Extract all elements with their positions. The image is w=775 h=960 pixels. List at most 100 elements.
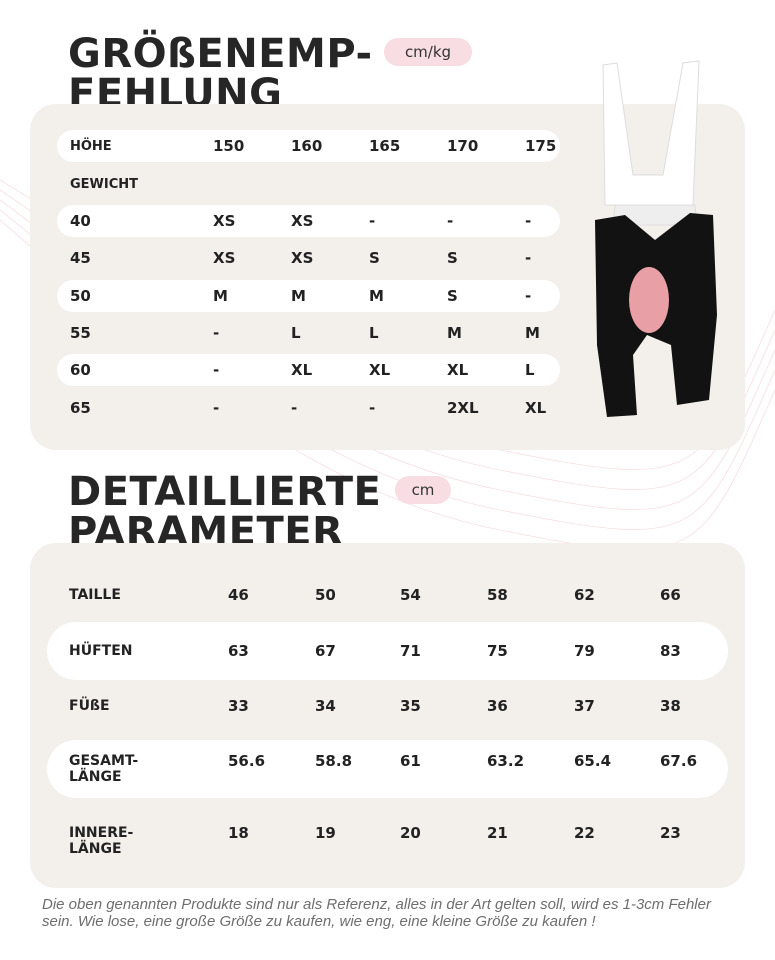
parameter-label: FÜßE [69,698,110,714]
weight-value: 55 [70,323,91,342]
parameter-value: 18 [228,824,249,842]
size-value: - [213,361,220,380]
parameters-panel: TAILLE 46 50 54 58 62 66 HÜFTEN 63 67 71 75 79 83 FÜßE… [30,543,745,888]
size-value: XS [213,249,236,268]
recommendation-title-line1: GRÖßENEMP- [68,31,373,77]
weight-header-row: GEWICHT [57,168,560,200]
parameter-row: FÜßE 33 34 35 36 37 38 [47,677,728,735]
parameter-value: 34 [315,697,336,715]
size-value: XL [447,361,469,380]
parameter-value: 58.8 [315,752,353,770]
size-value: - [213,398,220,417]
size-value: M [447,323,462,342]
parameter-row: TAILLE 46 50 54 58 62 66 [47,566,728,624]
parameter-value: 79 [574,642,595,660]
height-value: 175 [525,137,557,155]
parameter-label: HÜFTEN [69,643,133,659]
weight-row: 50 M M M S - [57,279,560,312]
parameter-label: INNERE- LÄNGE [69,825,134,857]
parameter-value: 67 [315,642,336,660]
size-value: M [291,286,306,305]
parameters-title-line1: DETAILLIERTE [68,469,382,515]
size-value: - [213,323,220,342]
parameter-value: 46 [228,586,249,604]
parameter-value: 66 [660,586,681,604]
size-value: - [525,249,532,268]
weight-value: 65 [70,398,91,417]
height-value: 165 [369,137,401,155]
size-value: L [525,361,535,380]
weight-label: GEWICHT [70,176,139,192]
unit-badge-cm-kg: cm/kg [384,38,472,66]
parameter-row: INNERE- LÄNGE 18 19 20 21 22 23 [47,812,728,870]
weight-row: 60 - XL XL XL L [57,354,560,387]
size-value: - [291,398,298,417]
size-value: S [447,249,458,268]
parameter-value: 56.6 [228,752,266,770]
recommendation-panel: HÖHE 150 160 165 170 175 GEWICHT 40 XS XS -… [30,104,745,450]
bib-shorts-image [595,60,717,417]
parameter-label: GESAMT- LÄNGE [69,753,139,785]
parameter-value: 71 [400,642,421,660]
parameter-label: TAILLE [69,587,121,603]
height-value: 150 [213,137,245,155]
size-value: XS [291,249,314,268]
size-value: XS [213,212,236,230]
parameter-value: 22 [574,824,595,842]
weight-row: 40 XS XS - - - [57,205,560,237]
height-value: 160 [291,137,323,155]
parameters-title-line2: PARAMETER [68,512,344,543]
parameter-value: 23 [660,824,681,842]
weight-value: 45 [70,249,91,268]
weight-row: 55 - L L M M [57,317,560,349]
size-value: S [447,286,458,305]
size-value: XL [525,398,547,417]
parameter-value: 67.6 [660,752,698,770]
size-value: - [525,286,532,305]
size-value: - [525,212,532,230]
parameter-value: 37 [574,697,595,715]
size-value: XL [291,361,313,380]
height-label: HÖHE [70,138,112,154]
recommendation-title-line2: FEHLUNG [68,74,283,104]
unit-badge-cm: cm [395,476,451,504]
parameter-value: 65.4 [574,752,612,770]
size-value: M [213,286,228,305]
weight-value: 50 [70,286,91,305]
parameter-value: 61 [400,752,421,770]
height-header-row: HÖHE 150 160 165 170 175 [57,130,560,162]
parameter-value: 62 [574,586,595,604]
parameter-value: 38 [660,697,681,715]
weight-value: 60 [70,361,91,380]
parameter-value: 19 [315,824,336,842]
size-value: - [369,398,376,417]
size-value: - [369,212,376,230]
parameter-value: 75 [487,642,508,660]
parameter-value: 63.2 [487,752,525,770]
parameter-value: 83 [660,642,681,660]
size-value: - [447,212,454,230]
weight-row: 45 XS XS S S - [57,242,560,274]
weight-row: 65 - - - 2XL XL [57,392,560,424]
size-value: L [291,323,301,342]
parameter-value: 35 [400,697,421,715]
parameter-value: 58 [487,586,508,604]
parameter-value: 36 [487,697,508,715]
size-value: XS [291,212,314,230]
footer-note: Die oben genannten Produkte sind nur als… [42,896,711,930]
parameter-row: GESAMT- LÄNGE 56.6 58.8 61 63.2 65.4 67.6 [47,740,728,798]
parameter-value: 20 [400,824,421,842]
parameter-value: 63 [228,642,249,660]
weight-value: 40 [70,212,91,230]
size-value: L [369,323,379,342]
size-value: XL [369,361,391,380]
parameter-value: 33 [228,697,249,715]
height-value: 170 [447,137,479,155]
parameter-value: 54 [400,586,421,604]
size-value: S [369,249,380,268]
size-value: 2XL [447,398,479,417]
size-value: M [369,286,384,305]
parameter-value: 50 [315,586,336,604]
parameter-value: 21 [487,824,508,842]
size-value: M [525,323,540,342]
